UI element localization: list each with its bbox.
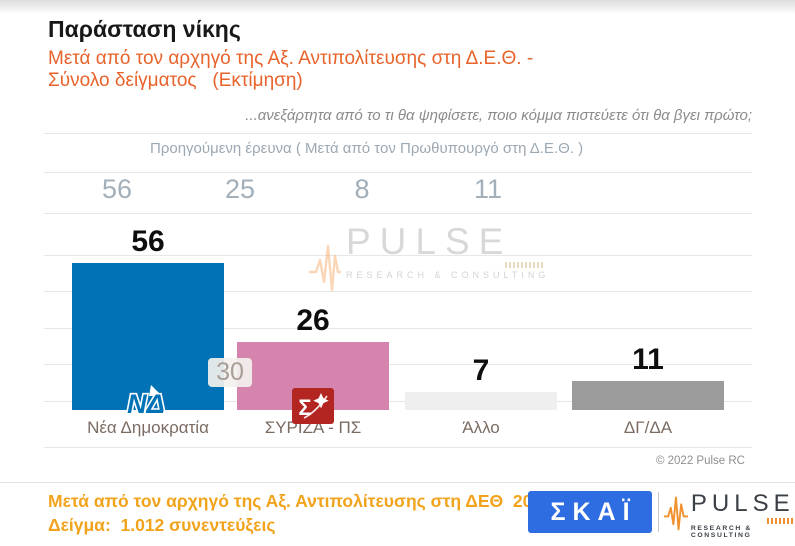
nd-sail-icon (149, 385, 162, 396)
previous-survey-value: 25 (224, 174, 256, 204)
grid-line (44, 328, 752, 329)
page-subtitle: Μετά από τον αρχηγό της Αξ. Αντιπολίτευσ… (48, 48, 533, 92)
bar-category-label: Άλλο (462, 418, 500, 437)
top-gradient-band (0, 0, 795, 13)
grid-line (44, 133, 752, 134)
footer-separator-line (0, 482, 795, 483)
pulse-barcode (766, 518, 795, 524)
pulse-logo: PULSE RESEARCH & CONSULTING (663, 490, 795, 539)
skai-logo: ΣΚΑΪ (528, 491, 652, 533)
difference-badge: 30 (208, 358, 252, 387)
pulse-tagline: RESEARCH & CONSULTING (690, 525, 752, 539)
footer-line-2: Δείγμα: 1.012 συνεντεύξεις (48, 515, 276, 535)
pulse-watermark: PULSE RESEARCH & CONSULTING (308, 222, 549, 294)
grid-line (44, 172, 752, 173)
svg-text:ΝΔ: ΝΔ (127, 389, 165, 417)
syriza-star-icon (313, 393, 329, 409)
bar-value-label: 56 (131, 224, 165, 258)
grid-line (44, 401, 752, 402)
copyright-note: © 2022 Pulse RC (655, 455, 745, 467)
watermark-brand-text: PULSE (346, 221, 513, 262)
footer-note: Μετά από τον αρχηγό της Αξ. Αντιπολίτευσ… (48, 489, 566, 537)
page-title: Παράσταση νίκης (48, 16, 241, 42)
grid-line (44, 364, 752, 365)
subtitle-line-2: Σύνολο δείγματος (Εκτίμηση) (48, 70, 303, 91)
watermark-barcode (505, 262, 544, 268)
watermark-tagline: RESEARCH & CONSULTING (346, 270, 550, 280)
previous-survey-label: Προηγούμενη έρευνα ( Μετά από τον Πρωθυπ… (150, 140, 584, 157)
logo-divider (658, 492, 659, 532)
survey-question: ...ανεξάρτητα από το τι θα ψηφίσετε, ποι… (245, 107, 752, 124)
bar-category-label: ΣΥΡΙΖΑ - ΠΣ (264, 418, 362, 437)
footer-line-1: Μετά από τον αρχηγό της Αξ. Αντιπολίτευσ… (48, 491, 567, 511)
bar-category-label: Νέα Δημοκρατία (87, 418, 209, 437)
bar-value-label: 7 (472, 354, 490, 388)
grid-line (44, 447, 752, 448)
pulse-brand-text: PULSE (690, 490, 795, 517)
bar-3 (405, 392, 557, 411)
skai-logo-text: ΣΚΑΪ (550, 497, 637, 526)
pulse-waveform-icon (309, 244, 341, 292)
grid-line (44, 213, 752, 214)
syriza-logo: Σ (292, 388, 334, 429)
grid-line (44, 291, 752, 292)
bar-value-label: 11 (632, 343, 664, 377)
previous-survey-value: 8 (354, 174, 370, 204)
subtitle-line-1: Μετά από τον αρχηγό της Αξ. Αντιπολίτευσ… (48, 48, 534, 69)
bar-value-label: 26 (296, 303, 330, 337)
grid-line (44, 255, 752, 256)
previous-survey-value: 11 (473, 174, 503, 204)
pulse-waveform-icon (663, 496, 689, 531)
bar-category-label: ΔΓ/ΔΑ (623, 418, 673, 437)
previous-survey-value: 56 (101, 174, 133, 204)
nea-dimokratia-logo: ΝΔ (105, 385, 187, 422)
svg-text:Σ: Σ (298, 395, 311, 420)
bar-1 (72, 262, 224, 411)
bar-4 (572, 381, 724, 411)
